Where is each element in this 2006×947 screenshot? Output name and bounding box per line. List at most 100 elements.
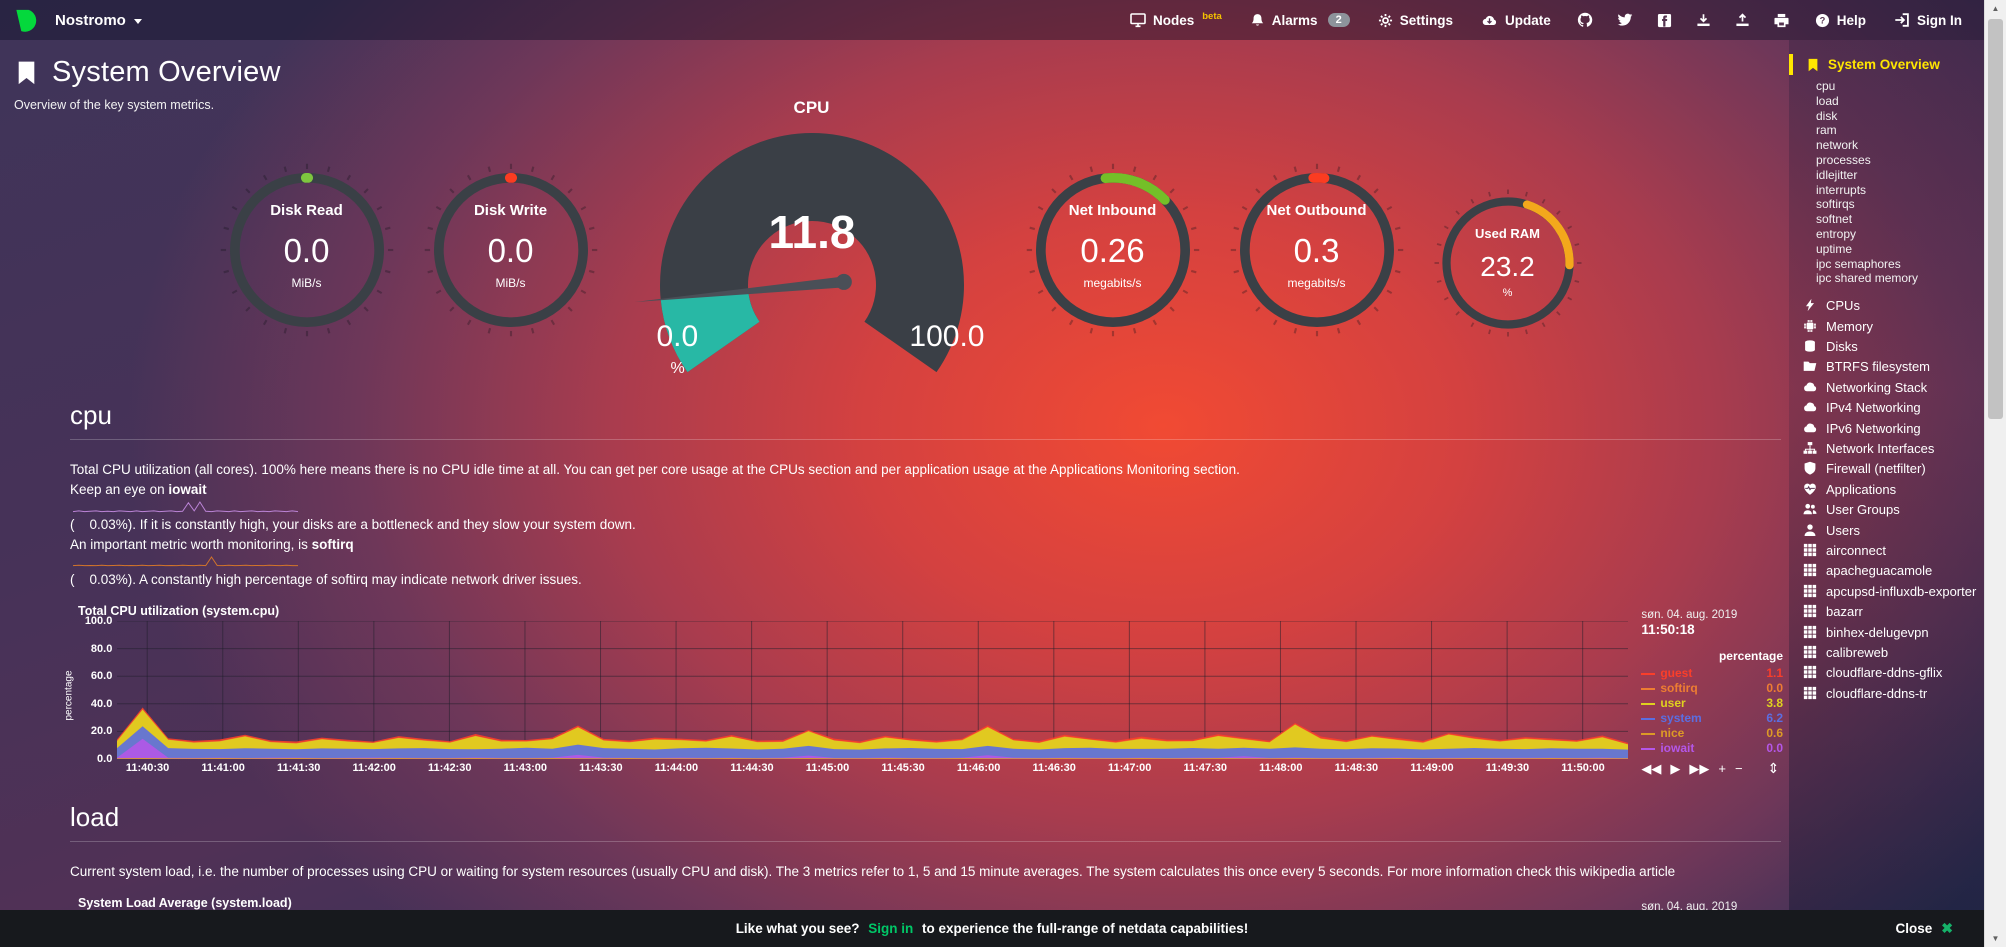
github-button[interactable] (1565, 12, 1605, 28)
alarms-count-badge: 2 (1327, 13, 1350, 27)
x-tick: 11:50:00 (1561, 762, 1605, 774)
sidebar-item-idlejitter[interactable]: idlejitter (1816, 167, 1858, 182)
sidebar-item-disk[interactable]: disk (1816, 108, 1838, 123)
sidebar-item-cpus[interactable]: CPUs (1789, 296, 1984, 316)
gauge-disk-write[interactable]: Disk Write 0.0 MiB/s (423, 162, 599, 338)
scrollbar-down-arrow[interactable]: ▼ (1991, 934, 2000, 943)
scrollbar-up-arrow[interactable]: ▲ (1991, 4, 2000, 13)
gauge-net-inbound[interactable]: Net Inbound 0.26 megabits/s (1025, 162, 1201, 338)
sidebar-item-system-overview[interactable]: System Overview (1789, 54, 1984, 75)
close-banner-button[interactable]: Close ✖ (1896, 920, 1954, 937)
legend-item-system[interactable]: system 6.2 (1641, 711, 1783, 726)
help-button[interactable]: ? Help (1801, 13, 1880, 28)
sidebar-item-apcupsd-influxdb-exporter[interactable]: apcupsd-influxdb-exporter (1789, 582, 1984, 602)
zoom-in-button[interactable]: + (1718, 761, 1726, 776)
sidebar-item-airconnect[interactable]: airconnect (1789, 541, 1984, 561)
banner-signin-link[interactable]: Sign in (868, 921, 914, 936)
signin-label: Sign In (1917, 12, 1962, 28)
bookmark-icon (1806, 58, 1820, 72)
page-head: System Overview Overview of the key syst… (12, 56, 1789, 112)
sidebar-item-interrupts[interactable]: interrupts (1816, 182, 1867, 197)
sidebar-item-user-groups[interactable]: User Groups (1789, 500, 1984, 520)
sidebar-item-ipc-shared-memory[interactable]: ipc shared memory (1816, 271, 1919, 286)
chart-plot-area[interactable]: 11:40:30 11:41:00 11:41:30 11:42:00 11:42:30… (117, 621, 1629, 774)
hostname-dropdown[interactable]: Nostromo (55, 12, 142, 29)
sidebar-item-softnet[interactable]: softnet (1816, 212, 1853, 227)
y-tick: 100.0 (84, 615, 113, 627)
sidebar-item-network-interfaces[interactable]: Network Interfaces (1789, 439, 1984, 459)
x-tick: 11:49:00 (1410, 762, 1454, 774)
print-button[interactable] (1762, 13, 1801, 28)
legend-item-iowait[interactable]: iowait 0.0 (1641, 741, 1783, 756)
legend-item-guest[interactable]: guest 1.1 (1641, 666, 1783, 681)
nodes-button[interactable]: Nodes beta (1116, 11, 1236, 28)
gauges-row: Disk Read 0.0 MiB/s Disk Write 0.0 MiB/s CPU 11… (12, 98, 1789, 377)
sidebar-item-softirqs[interactable]: softirqs (1816, 197, 1855, 212)
legend-item-softirq[interactable]: softirq 0.0 (1641, 681, 1783, 696)
twitter-button[interactable] (1605, 12, 1645, 28)
sidebar-item-calibreweb[interactable]: calibreweb (1789, 643, 1984, 663)
sidebar-item-binhex-delugevpn[interactable]: binhex-delugevpn (1789, 623, 1984, 643)
zoom-out-button[interactable]: − (1734, 761, 1743, 776)
sidebar-item-processes[interactable]: processes (1816, 152, 1871, 167)
x-tick: 11:46:00 (956, 762, 1001, 774)
gauge-label: CPU (793, 98, 830, 117)
x-tick: 11:41:00 (201, 762, 245, 774)
settings-button[interactable]: Settings (1364, 13, 1467, 28)
sidebar-item-btrfs-filesystem[interactable]: BTRFS filesystem (1789, 357, 1984, 377)
sidebar-item-label: BTRFS filesystem (1826, 359, 1931, 375)
sidebar-item-cloudflare-ddns-gflix[interactable]: cloudflare-ddns-gflix (1789, 663, 1984, 683)
sidebar-item-apacheguacamole[interactable]: apacheguacamole (1789, 561, 1984, 581)
alarms-button[interactable]: Alarms 2 (1236, 13, 1364, 28)
signin-button[interactable]: Sign In (1880, 12, 1976, 28)
sidebar-item-cpu[interactable]: cpu (1816, 79, 1836, 93)
sidebar-item-ram[interactable]: ram (1816, 123, 1837, 138)
legend-item-nice[interactable]: nice 0.6 (1641, 726, 1783, 741)
sidebar-item-cloudflare-ddns-tr[interactable]: cloudflare-ddns-tr (1789, 684, 1984, 704)
download-button[interactable] (1684, 13, 1723, 28)
facebook-button[interactable] (1645, 13, 1684, 28)
sidebar-item-ipc-semaphores[interactable]: ipc semaphores (1816, 256, 1901, 271)
gauge-used-ram[interactable]: Used RAM 23.2% (1433, 188, 1583, 338)
sidebar-item-load[interactable]: load (1816, 93, 1839, 108)
sidebar-item-disks[interactable]: Disks (1789, 337, 1984, 357)
gauge-unit: megabits/s (1083, 276, 1142, 291)
play-button[interactable]: ▶ (1670, 760, 1681, 776)
sidebar-item-ipv6-networking[interactable]: IPv6 Networking (1789, 419, 1984, 439)
legend-item-user[interactable]: user 3.8 (1641, 696, 1783, 711)
chevron-down-icon (133, 18, 142, 24)
upload-button[interactable] (1723, 12, 1762, 28)
iowait-sparkline (73, 501, 298, 513)
gauge-unit: MiB/s (291, 276, 322, 291)
sidebar-item-ipv4-networking[interactable]: IPv4 Networking (1789, 398, 1984, 418)
legend-value: 0.6 (1766, 726, 1783, 740)
sidebar-item-users[interactable]: Users (1789, 521, 1984, 541)
sidebar-item-bazarr[interactable]: bazarr (1789, 602, 1984, 622)
rewind-button[interactable]: ◀◀ (1641, 760, 1662, 776)
sidebar-item-label: calibreweb (1826, 645, 1889, 661)
gauge-net-outbound[interactable]: Net Outbound 0.3 megabits/s (1229, 162, 1405, 338)
sidebar-item-entropy[interactable]: entropy (1816, 226, 1857, 241)
sidebar-item-applications[interactable]: Applications (1789, 480, 1984, 500)
sidebar-item-uptime[interactable]: uptime (1816, 241, 1853, 256)
page-scrollbar[interactable]: ▲ ▼ (1984, 0, 2006, 947)
x-tick: 11:49:30 (1485, 762, 1530, 774)
shield-icon (1803, 461, 1817, 476)
update-button[interactable]: Update (1467, 13, 1565, 28)
sidebar-item-firewall-netfilter-[interactable]: Firewall (netfilter) (1789, 459, 1984, 479)
sidebar-item-network[interactable]: network (1816, 138, 1859, 153)
users-icon (1803, 502, 1817, 516)
sidebar-item-networking-stack[interactable]: Networking Stack (1789, 378, 1984, 398)
load-chart[interactable]: System Load Average (system.load)load5.0… (62, 896, 1783, 910)
bolt-icon (1803, 298, 1817, 312)
chart-x-ticks: 11:40:30 11:41:00 11:41:30 11:42:00 11:42:30… (117, 759, 1628, 778)
cpu-chart[interactable]: Total CPU utilization (system.cpu) percen… (62, 604, 1784, 778)
scrollbar-thumb[interactable] (1988, 19, 2003, 419)
netdata-logo[interactable] (12, 7, 39, 34)
sidebar-item-memory[interactable]: Memory (1789, 317, 1984, 337)
gauge-cpu[interactable]: CPU 11.8 0.0 100.0% (627, 98, 997, 388)
page-subtitle: Overview of the key system metrics. (14, 98, 215, 112)
fast-forward-button[interactable]: ▶▶ (1689, 760, 1710, 776)
gauge-disk-read[interactable]: Disk Read 0.0 MiB/s (219, 162, 395, 338)
resize-handle[interactable]: ⇕ (1767, 760, 1780, 776)
